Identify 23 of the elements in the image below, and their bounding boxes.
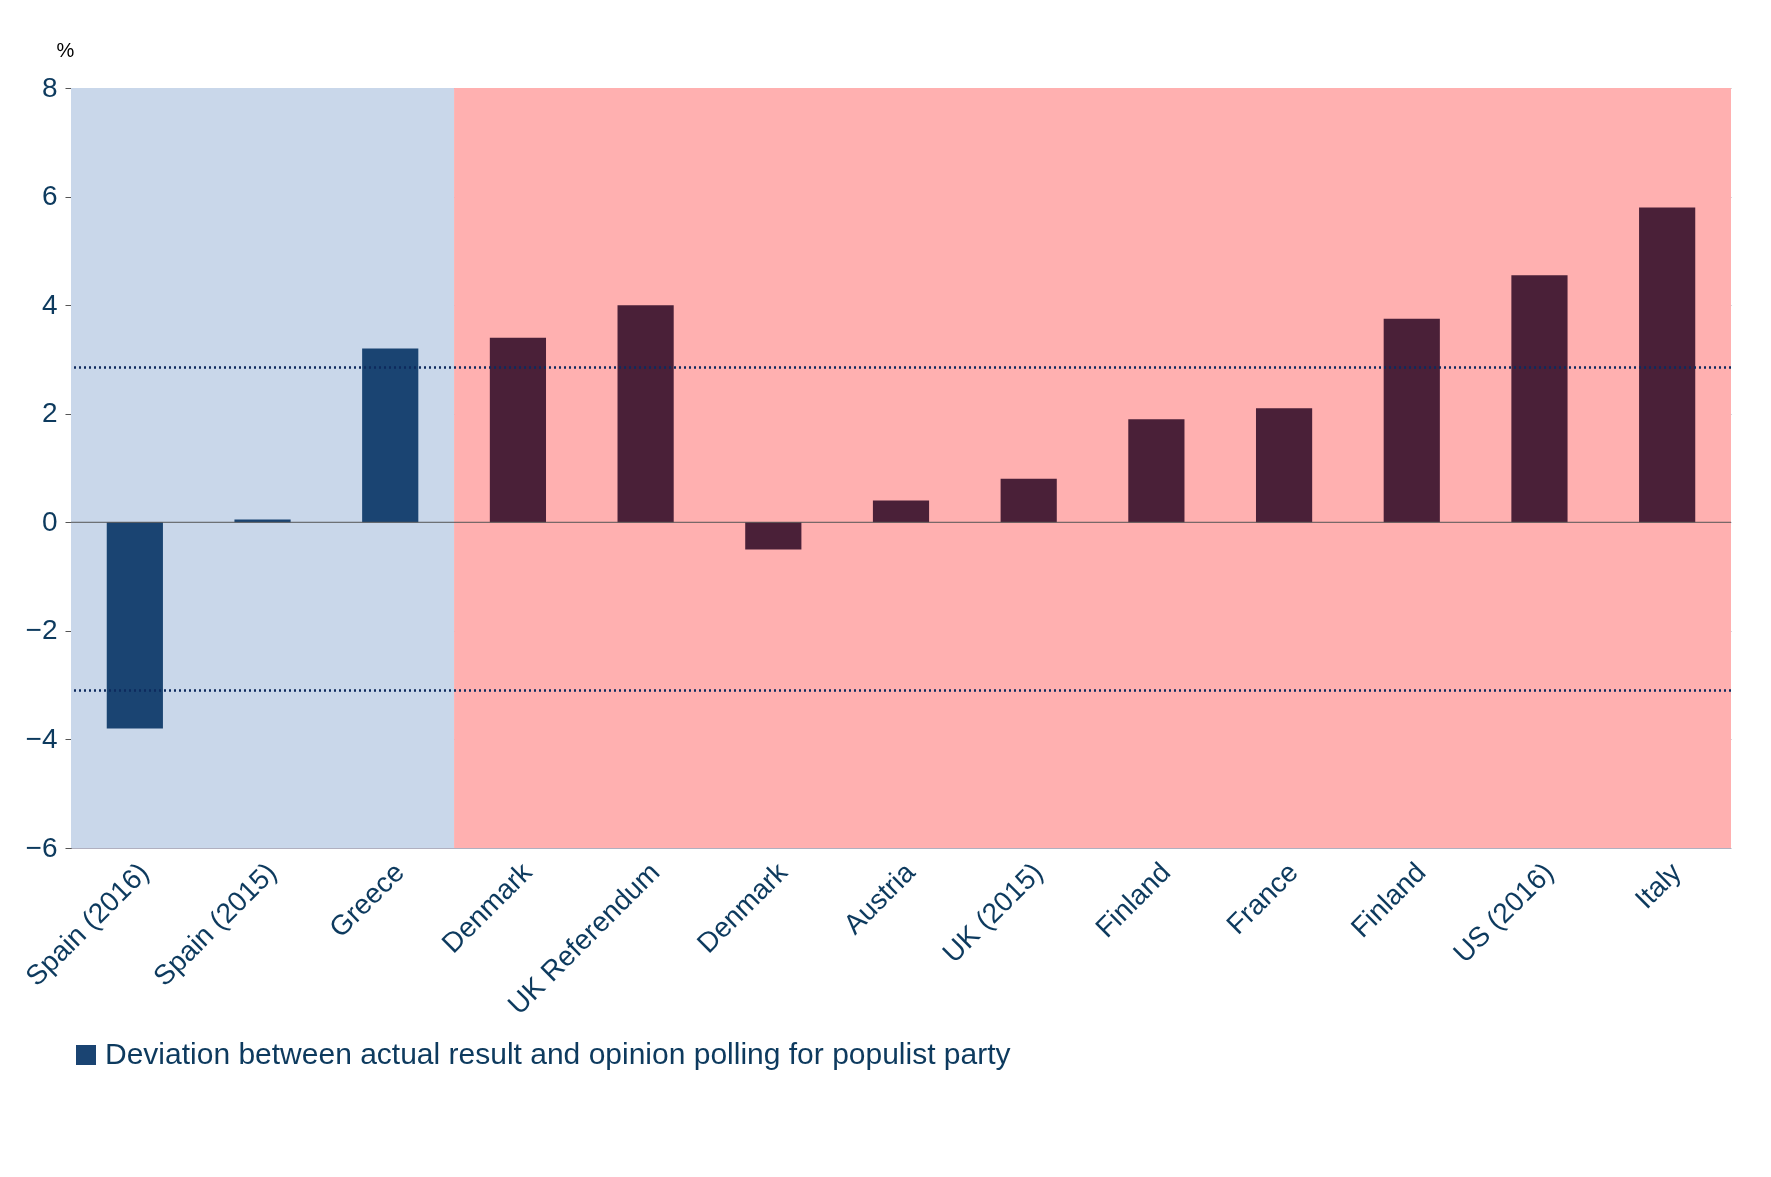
bar [362, 348, 419, 523]
bar [1639, 207, 1696, 523]
y-tick-label: −2 [25, 614, 58, 646]
bar [872, 500, 930, 523]
y-tick-label: 8 [41, 71, 58, 103]
y-tick-label: −6 [25, 831, 58, 863]
y-tick-label: −4 [25, 722, 58, 754]
bar [617, 305, 674, 523]
bar [1511, 275, 1568, 523]
legend-label: Deviation between actual result and opinion polling for populist party [105, 1037, 1011, 1070]
bar [106, 522, 163, 729]
y-tick-label: 2 [41, 397, 58, 429]
bar [1000, 478, 1057, 523]
y-tick-label: 4 [41, 288, 58, 320]
y-tick-label: 0 [41, 505, 58, 537]
y-axis-title: % [56, 38, 75, 61]
bar [1128, 419, 1185, 523]
bar [489, 337, 547, 523]
bar [1383, 318, 1440, 523]
x-tick-label: Italy [1628, 856, 1687, 915]
y-tick-label: 6 [41, 180, 58, 212]
bar [1255, 408, 1313, 523]
bar [745, 522, 802, 550]
